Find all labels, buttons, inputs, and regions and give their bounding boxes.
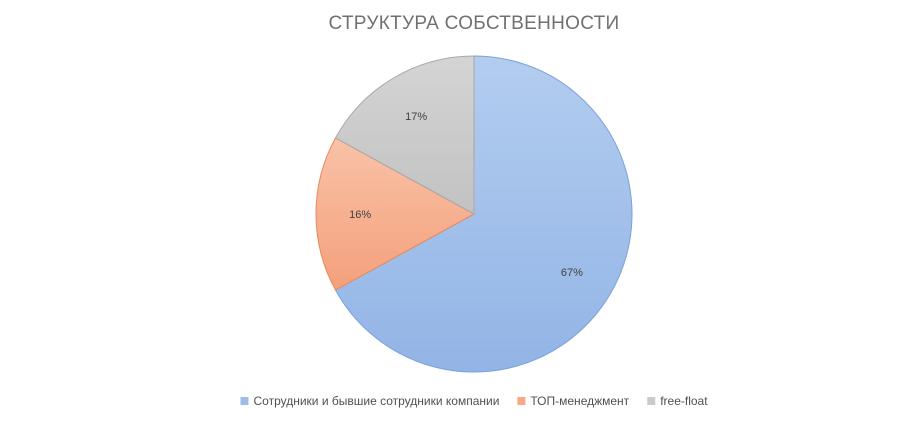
- legend: Сотрудники и бывшие сотрудники компании Т…: [240, 394, 708, 408]
- chart-title: СТРУКТУРА СОБСТВЕННОСТИ: [329, 13, 620, 34]
- legend-swatch-1: [240, 397, 249, 405]
- legend-item-1: Сотрудники и бывшие сотрудники компании: [240, 394, 500, 408]
- legend-item-2: ТОП-менеджмент: [517, 394, 630, 408]
- data-labels: 67% 16% 17%: [349, 111, 583, 279]
- pie-slice-3: [334, 55, 475, 215]
- legend-label-1: Сотрудники и бывшие сотрудники компании: [254, 394, 500, 408]
- legend-label-2: ТОП-менеджмент: [530, 394, 629, 408]
- pie-slices: [315, 55, 633, 373]
- legend-swatch-2: [517, 397, 526, 405]
- legend-item-3: free-float: [647, 394, 708, 408]
- pie-slice-2: [315, 137, 476, 291]
- legend-label-3: free-float: [660, 394, 708, 408]
- data-label-2: 16%: [349, 209, 371, 221]
- data-label-1: 67%: [561, 267, 583, 279]
- data-label-3: 17%: [405, 111, 427, 123]
- pie-slice-1: [334, 55, 633, 373]
- legend-swatch-3: [647, 397, 656, 405]
